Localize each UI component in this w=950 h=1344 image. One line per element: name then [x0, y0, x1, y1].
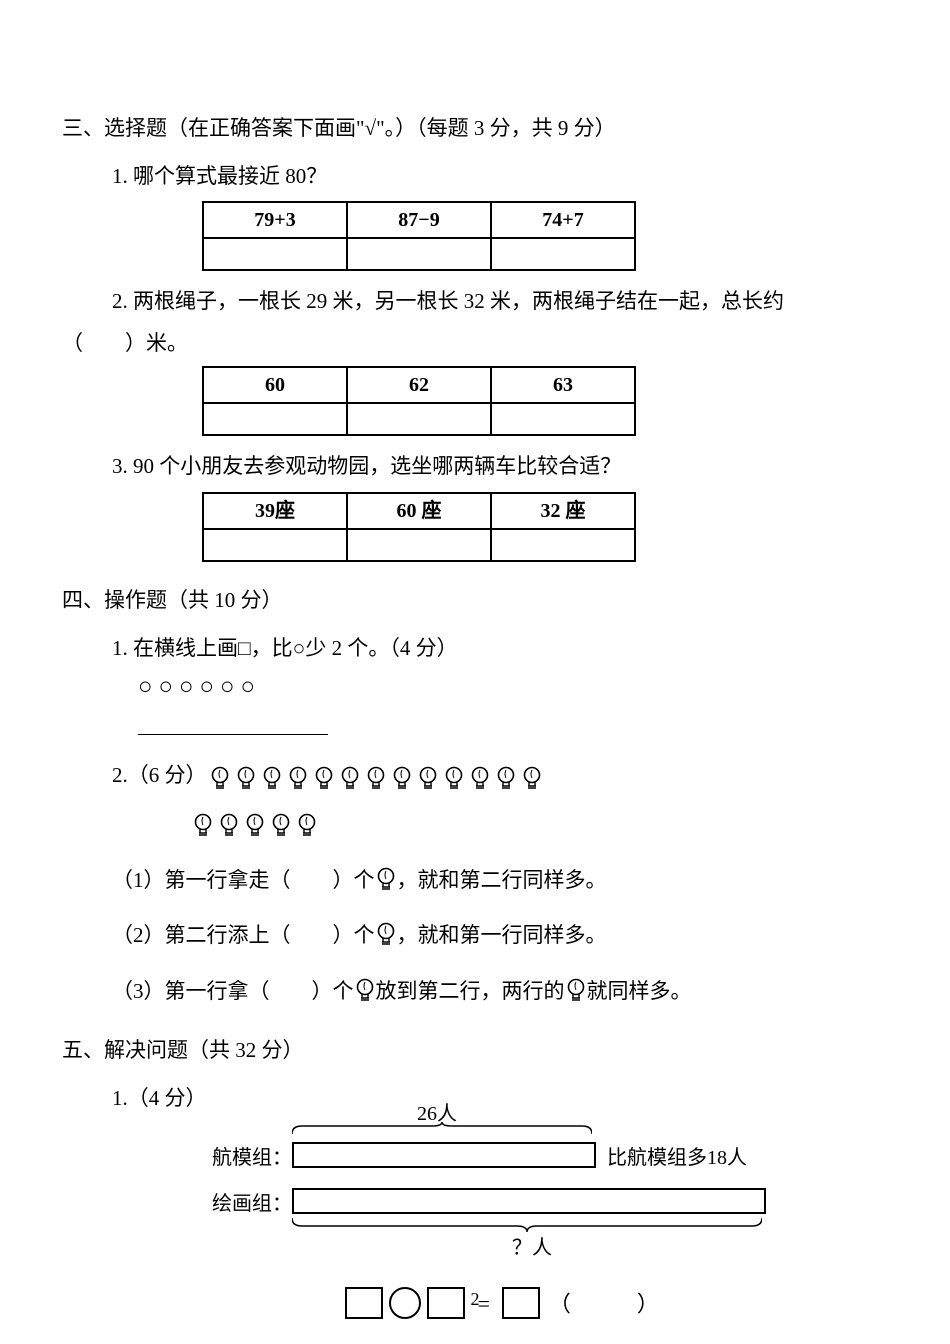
- diag-left1: 航模组：: [212, 1142, 292, 1174]
- section5-title: 五、解决问题（共 32 分）: [62, 1034, 888, 1068]
- s4-q2-sub3-d: 就同样多。: [587, 979, 692, 1003]
- s4-q2-sub1: （1）第一行拿走（ ）个 ，就和第二行同样多。: [112, 864, 888, 898]
- s4-q2-sub3-blank[interactable]: [270, 979, 312, 1003]
- s3-q2-ans3[interactable]: [491, 403, 635, 435]
- s3-q2-opt1: 60: [203, 367, 347, 403]
- s3-q1-text: 1. 哪个算式最接近 80？: [112, 160, 888, 194]
- s3-q2-ans1[interactable]: [203, 403, 347, 435]
- section4-title: 四、操作题（共 10 分）: [62, 584, 888, 618]
- bulbs-row2: [190, 808, 320, 842]
- s3-q3-opt1: 39座: [203, 493, 347, 529]
- brace-bottom-icon: [292, 1216, 762, 1232]
- s4-q2-sub1-blank[interactable]: [291, 868, 333, 892]
- s3-q2-text-b: （ ）米。: [62, 327, 888, 361]
- bulb-icon: [375, 868, 397, 892]
- s4-q2-prefix: 2.（6 分）: [112, 763, 207, 787]
- s3-q3-opt3: 32 座: [491, 493, 635, 529]
- diag-right-label: 比航模组多18人: [607, 1142, 747, 1174]
- s3-q3-ans3[interactable]: [491, 529, 635, 561]
- s3-q1-opt2: 87−9: [347, 202, 491, 238]
- s3-q2-opt2: 62: [347, 367, 491, 403]
- s3-q3-text: 3. 90 个小朋友去参观动物园，选坐哪两辆车比较合适？: [112, 450, 888, 484]
- s3-q3-table: 39座 60 座 32 座: [202, 492, 636, 562]
- s3-q2-text-a: 2. 两根绳子，一根长 29 米，另一根长 32 米，两根绳子结在一起，总长约: [112, 285, 888, 319]
- s3-q3-ans1[interactable]: [203, 529, 347, 561]
- s3-q3-ans2[interactable]: [347, 529, 491, 561]
- s4-q1-answer-line[interactable]: [138, 712, 328, 735]
- s4-q2-sub1-c: ，就和第二行同样多。: [397, 868, 607, 892]
- s3-q3-opt2: 60 座: [347, 493, 491, 529]
- s4-q2-sub3: （3）第一行拿（ ）个放到第二行，两行的就同样多。: [112, 975, 888, 1009]
- s3-q2-table: 60 62 63: [202, 366, 636, 436]
- bar-hangmo: [292, 1142, 596, 1168]
- bulb-icon: [354, 979, 376, 1003]
- diag-left2: 绘画组：: [212, 1188, 292, 1220]
- s3-q2-opt3: 63: [491, 367, 635, 403]
- s4-q2-sub1-b: ）个: [333, 868, 375, 892]
- s3-q2-ans2[interactable]: [347, 403, 491, 435]
- section3-title: 三、选择题（在正确答案下面画"√"。）（每题 3 分，共 9 分）: [62, 112, 888, 146]
- diag-bottom-label: ？人: [512, 1232, 552, 1264]
- s3-q1-ans1[interactable]: [203, 238, 347, 270]
- page-number: 2: [0, 1285, 950, 1314]
- s4-q2-sub2-c: ，就和第一行同样多。: [397, 923, 607, 947]
- s5-q1-prefix: 1.（4 分）: [112, 1082, 888, 1116]
- s4-q2-sub2-a: （2）第二行添上（: [112, 923, 291, 947]
- s4-q1-circles: ○○○○○○: [138, 673, 888, 702]
- s3-q1-table: 79+3 87−9 74+7: [202, 201, 636, 271]
- s3-q1-opt3: 74+7: [491, 202, 635, 238]
- s4-q2-sub3-a: （3）第一行拿（: [112, 979, 270, 1003]
- s4-q2-sub2-b: ）个: [333, 923, 375, 947]
- s4-q2-sub3-c: 放到第二行，两行的: [376, 979, 565, 1003]
- s4-q1-text: 1. 在横线上画□，比○少 2 个。（4 分）: [112, 632, 888, 666]
- worksheet-page: 三、选择题（在正确答案下面画"√"。）（每题 3 分，共 9 分） 1. 哪个算…: [0, 0, 950, 1344]
- brace-top-icon: [292, 1122, 592, 1136]
- bar-huihua: [292, 1188, 766, 1214]
- s3-q1-opt1: 79+3: [203, 202, 347, 238]
- s4-q2-sub2: （2）第二行添上（ ）个 ，就和第一行同样多。: [112, 919, 888, 953]
- bulbs-row1: [207, 760, 545, 794]
- s4-q2-sub1-a: （1）第一行拿走（: [112, 868, 291, 892]
- s4-q2: 2.（6 分）: [112, 759, 888, 794]
- s3-q1-ans2[interactable]: [347, 238, 491, 270]
- bulb-icon: [565, 979, 587, 1003]
- bulb-icon: [375, 923, 397, 947]
- s4-q2-sub2-blank[interactable]: [291, 923, 333, 947]
- s4-q2-sub3-b: ）个: [312, 979, 354, 1003]
- s5-q1-diagram: 26人 航模组： 比航模组多18人 绘画组： ？人: [222, 1124, 782, 1294]
- s3-q1-ans3[interactable]: [491, 238, 635, 270]
